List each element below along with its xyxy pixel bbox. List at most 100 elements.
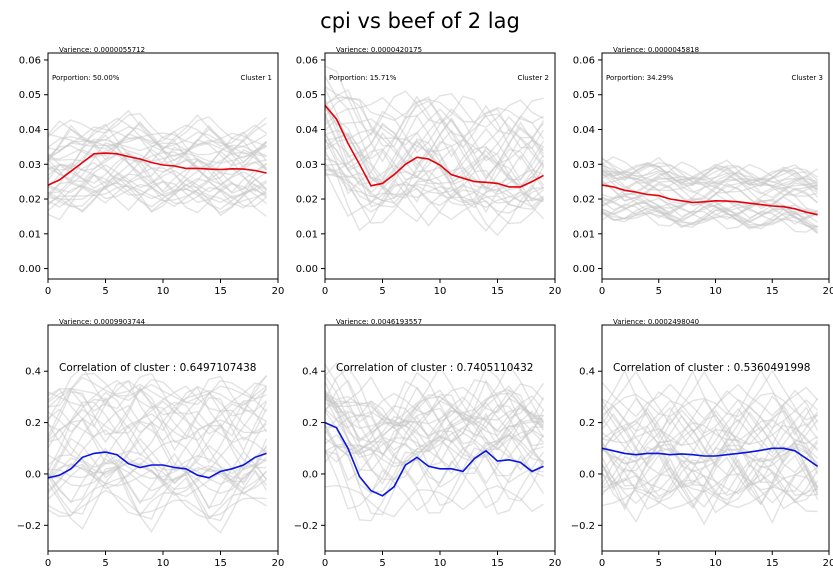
- background-line: [325, 106, 545, 155]
- background-line: [325, 104, 545, 181]
- background-line: [48, 383, 267, 407]
- x-tick-label: 10: [157, 286, 170, 297]
- background-line: [325, 88, 545, 162]
- background-line: [48, 366, 268, 421]
- background-line: [602, 202, 818, 228]
- background-line: [325, 389, 545, 442]
- background-line: [602, 212, 818, 231]
- x-tick-label: 15: [766, 558, 779, 568]
- y-tick-label: 0.05: [573, 90, 595, 101]
- background-line: [48, 133, 267, 167]
- y-tick-label: 0.4: [25, 367, 41, 378]
- x-tick-label: 0: [599, 558, 605, 568]
- background-line: [602, 204, 819, 234]
- background-line: [602, 381, 819, 420]
- background-line: [48, 467, 268, 534]
- x-tick-label: 5: [656, 558, 662, 568]
- background-line: [325, 390, 545, 453]
- x-tick-label: 10: [157, 558, 170, 568]
- x-tick-label: 0: [599, 286, 605, 297]
- x-tick-label: 0: [45, 286, 51, 297]
- x-tick-label: 20: [549, 558, 562, 568]
- background-line: [602, 369, 819, 428]
- background-line: [325, 385, 544, 429]
- background-line: [48, 458, 268, 509]
- proportion-label: Porportion: 15.71%: [329, 74, 397, 82]
- variance-label: Varience: 0.0009903744: [59, 318, 146, 326]
- background-series: [325, 65, 545, 237]
- y-tick-label: 0.02: [573, 195, 595, 206]
- background-line: [602, 462, 819, 514]
- proportion-label: Porportion: 50.00%: [52, 74, 120, 82]
- background-line: [48, 401, 267, 443]
- y-tick-label: −0.2: [17, 521, 41, 532]
- background-line: [48, 173, 267, 221]
- cluster-mean-line: [48, 152, 267, 186]
- x-tick-label: 15: [766, 286, 779, 297]
- background-series: [48, 366, 268, 534]
- background-line: [48, 376, 267, 409]
- x-tick-label: 5: [102, 286, 108, 297]
- background-line: [48, 408, 267, 442]
- cluster-mean-line: [325, 421, 544, 497]
- cluster-mean-line: [602, 184, 818, 216]
- background-line: [48, 398, 267, 432]
- background-line: [602, 473, 818, 501]
- background-line: [48, 126, 267, 152]
- x-tick-label: 10: [709, 558, 722, 568]
- background-line: [325, 388, 544, 430]
- background-line: [602, 409, 819, 450]
- x-tick-label: 20: [549, 286, 562, 297]
- background-line: [602, 389, 819, 433]
- background-line: [325, 429, 544, 465]
- y-tick-label: 0.4: [579, 367, 595, 378]
- y-tick-label: 0.00: [296, 264, 318, 275]
- background-line: [602, 473, 819, 493]
- background-line: [325, 408, 544, 459]
- variance-label: Varience: 0.0000420175: [336, 46, 422, 54]
- background-line: [325, 113, 545, 193]
- y-tick-label: 0.04: [296, 125, 318, 136]
- background-line: [325, 402, 544, 472]
- background-line: [48, 462, 268, 497]
- background-line: [48, 457, 267, 484]
- x-tick-label: 15: [214, 286, 227, 297]
- background-line: [325, 96, 545, 149]
- x-tick-label: 0: [322, 558, 328, 568]
- x-tick-label: 15: [491, 558, 504, 568]
- correlation-label: Correlation of cluster : 0.5360491998: [613, 362, 810, 374]
- background-line: [325, 172, 544, 211]
- cluster-mean-line: [602, 447, 819, 467]
- background-line: [325, 433, 545, 494]
- background-line: [48, 153, 267, 194]
- background-line: [48, 489, 267, 518]
- background-line: [48, 483, 267, 520]
- background-line: [325, 116, 545, 172]
- y-tick-label: −0.2: [571, 521, 595, 532]
- background-line: [325, 390, 544, 451]
- y-tick-label: 0.00: [573, 264, 595, 275]
- cluster-label: Cluster 2: [517, 74, 549, 82]
- x-tick-label: 20: [272, 286, 285, 297]
- background-line: [325, 421, 545, 486]
- background-line: [325, 107, 545, 182]
- y-tick-label: 0.05: [19, 90, 41, 101]
- background-line: [48, 462, 267, 492]
- y-tick-label: −0.2: [294, 521, 318, 532]
- x-tick-label: 0: [45, 558, 51, 568]
- subplot-2: 0 5 10 15 20 0.00 0.01 0.02 0.03 0.04 0.05 0.06 Vari…: [296, 46, 562, 297]
- background-line: [48, 372, 267, 408]
- background-line: [325, 65, 544, 137]
- y-tick-label: 0.06: [296, 55, 318, 66]
- background-line: [48, 466, 268, 522]
- background-line: [48, 420, 268, 484]
- subplot-5: 0 5 10 15 20 −0.2 0.0 0.2 0.4 Varience: 0.0046193…: [294, 318, 562, 568]
- background-line: [48, 136, 267, 158]
- subplot-6: 0 5 10 15 20 −0.2 0.0 0.2 0.4 Varience: 0.0002498…: [571, 318, 833, 568]
- background-line: [602, 196, 818, 222]
- background-series: [602, 156, 819, 234]
- x-tick-label: 10: [434, 558, 447, 568]
- y-tick-label: 0.03: [19, 160, 41, 171]
- background-line: [602, 453, 819, 510]
